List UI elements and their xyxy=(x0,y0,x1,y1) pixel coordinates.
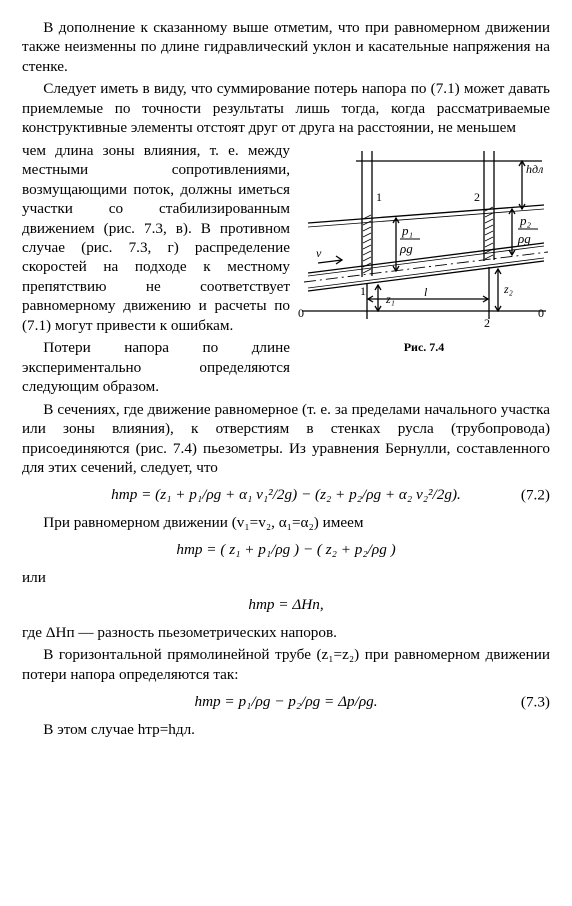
fig-label-p1: p₁ xyxy=(401,223,413,238)
fig-label-rhog1: ρg xyxy=(399,241,413,256)
para-8: В горизонтальной прямолинейной трубе (z₁… xyxy=(22,645,550,684)
para-7: где ΔHп — разность пьезометрических напо… xyxy=(22,623,550,642)
equation-7-2: hтр = (z₁ + p₁/ρg + α₁ v₁²/2g) − (z₂ + p… xyxy=(22,485,550,504)
para-1: В дополнение к сказанному выше отметим, … xyxy=(22,18,550,76)
fig-label-tube2: 2 xyxy=(474,190,480,204)
fig-label-l: l xyxy=(424,285,428,299)
figure-7-4: 0 0 1 2 1 2 z₁ z₂ l v hдл p₁ ρg p₂ ρg Ри… xyxy=(298,143,550,356)
fig-label-sec1-bottom: 1 xyxy=(360,284,366,298)
fig-label-O-right: 0 xyxy=(538,306,544,320)
para-9: В этом случае hтр=hдл. xyxy=(22,720,550,739)
figure-7-4-svg: 0 0 1 2 1 2 z₁ z₂ l v hдл p₁ ρg p₂ ρg xyxy=(298,143,550,333)
equation-7-2-number: (7.2) xyxy=(521,485,550,504)
fig-label-z2: z₂ xyxy=(503,282,513,296)
fig-label-rhog2: ρg xyxy=(517,231,531,246)
fig-label-z1: z₁ xyxy=(385,292,395,306)
para-6: или xyxy=(22,568,550,587)
figure-caption: Рис. 7.4 xyxy=(298,340,550,355)
equation-7-3-number: (7.3) xyxy=(521,692,550,711)
equation-7-3-body: hтр = p₁/ρg − p₂/ρg = Δp/ρg. xyxy=(194,693,377,710)
equation-mid: hтр = ( z₁ + p₁/ρg ) − ( z₂ + p₂/ρg ) xyxy=(22,540,550,559)
fig-label-sec2-bottom: 2 xyxy=(484,316,490,330)
fig-label-hdl: hдл xyxy=(526,162,543,176)
para-5: При равномерном движении (v₁=v₂, α₁=α₂) … xyxy=(22,513,550,532)
fig-label-p2: p₂ xyxy=(519,213,532,228)
fig-label-tube1: 1 xyxy=(376,190,382,204)
para-2a-text: Следует иметь в виду, что суммирование п… xyxy=(22,80,550,136)
para-4: В сечениях, где движение равномерное (т.… xyxy=(22,400,550,478)
para-2a: Следует иметь в виду, что суммирование п… xyxy=(22,79,550,137)
fig-label-v: v xyxy=(316,246,322,260)
fig-label-O-left: 0 xyxy=(298,306,304,320)
equation-dh: hтр = ΔHп, xyxy=(22,595,550,614)
equation-7-3: hтр = p₁/ρg − p₂/ρg = Δp/ρg. (7.3) xyxy=(22,692,550,711)
equation-7-2-body: hтр = (z₁ + p₁/ρg + α₁ v₁²/2g) − (z₂ + p… xyxy=(111,486,461,503)
